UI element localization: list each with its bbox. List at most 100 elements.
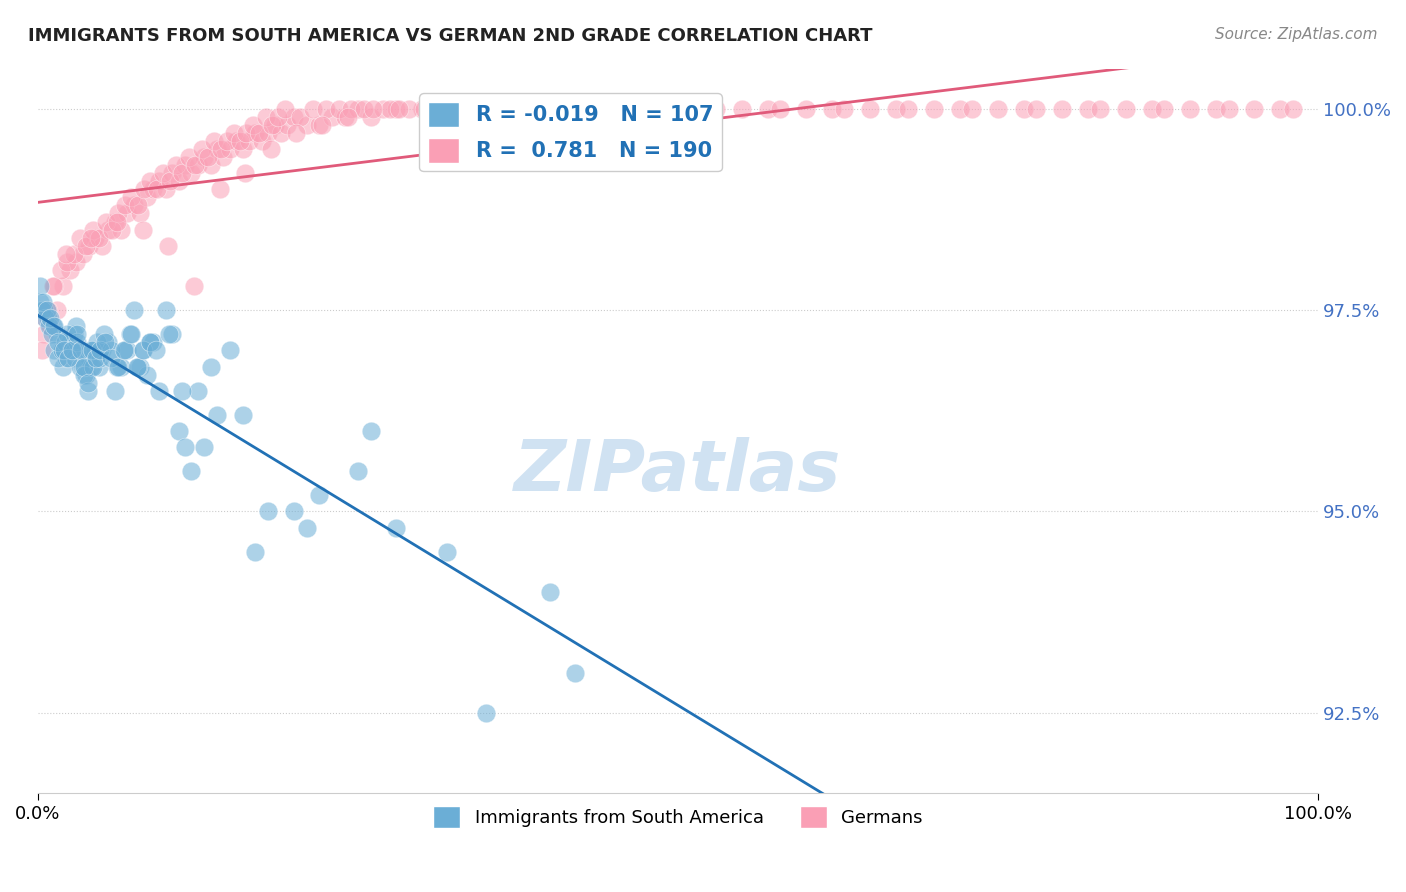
Point: [388, 102, 411, 116]
Point: [122, 303, 145, 318]
Point: [820, 102, 842, 116]
Point: [37, 311, 59, 326]
Point: [270, 126, 292, 140]
Point: [76, 384, 98, 398]
Point: [254, 110, 277, 124]
Point: [704, 102, 727, 116]
Point: [1281, 102, 1303, 116]
Point: [46, 335, 69, 350]
Point: [170, 384, 193, 398]
Point: [44, 343, 66, 358]
Point: [94, 214, 117, 228]
Point: [84, 343, 107, 358]
Point: [538, 585, 561, 599]
Point: [187, 384, 209, 398]
Point: [205, 408, 228, 422]
Point: [89, 343, 111, 358]
Point: [139, 174, 162, 188]
Point: [142, 335, 165, 350]
Point: [100, 343, 122, 358]
Point: [475, 102, 498, 116]
Point: [1205, 102, 1227, 116]
Point: [75, 368, 97, 382]
Point: [217, 134, 239, 148]
Point: [233, 166, 256, 180]
Point: [184, 158, 207, 172]
Point: [80, 359, 103, 374]
Point: [122, 198, 145, 212]
Point: [794, 102, 817, 116]
Point: [103, 384, 125, 398]
Point: [53, 335, 76, 350]
Point: [172, 166, 194, 180]
Point: [75, 238, 97, 252]
Point: [859, 102, 882, 116]
Point: [692, 102, 714, 116]
Point: [333, 110, 356, 124]
Point: [180, 166, 202, 180]
Point: [59, 263, 82, 277]
Point: [962, 102, 984, 116]
Point: [222, 126, 245, 140]
Point: [1178, 102, 1201, 116]
Point: [131, 222, 153, 236]
Point: [132, 182, 155, 196]
Point: [37, 303, 59, 318]
Point: [295, 520, 318, 534]
Point: [328, 102, 350, 116]
Point: [378, 102, 401, 116]
Point: [148, 174, 170, 188]
Point: [155, 182, 177, 196]
Point: [90, 343, 112, 358]
Point: [321, 110, 343, 124]
Point: [89, 359, 111, 374]
Point: [461, 102, 484, 116]
Point: [160, 327, 183, 342]
Point: [94, 335, 117, 350]
Point: [42, 319, 65, 334]
Point: [132, 343, 155, 358]
Point: [90, 238, 112, 252]
Point: [62, 246, 84, 260]
Point: [55, 246, 77, 260]
Point: [260, 118, 283, 132]
Point: [564, 102, 586, 116]
Point: [69, 230, 91, 244]
Point: [1268, 102, 1291, 116]
Point: [135, 368, 157, 382]
Point: [1077, 102, 1099, 116]
Point: [1140, 102, 1163, 116]
Point: [42, 319, 65, 334]
Point: [86, 335, 108, 350]
Point: [449, 102, 471, 116]
Point: [84, 230, 107, 244]
Point: [257, 126, 280, 140]
Point: [576, 102, 599, 116]
Point: [41, 327, 63, 342]
Point: [117, 206, 139, 220]
Text: ZIPatlas: ZIPatlas: [515, 437, 842, 506]
Point: [142, 182, 165, 196]
Point: [59, 343, 82, 358]
Point: [346, 102, 368, 116]
Point: [157, 327, 180, 342]
Point: [1090, 102, 1112, 116]
Point: [769, 102, 792, 116]
Point: [80, 230, 103, 244]
Point: [302, 102, 325, 116]
Point: [423, 102, 446, 116]
Point: [488, 102, 510, 116]
Point: [260, 142, 283, 156]
Point: [603, 102, 626, 116]
Point: [49, 263, 72, 277]
Point: [922, 102, 945, 116]
Point: [135, 190, 157, 204]
Point: [146, 182, 169, 196]
Point: [138, 335, 160, 350]
Point: [32, 303, 55, 318]
Point: [283, 504, 305, 518]
Point: [66, 335, 89, 350]
Point: [79, 343, 101, 358]
Point: [1243, 102, 1265, 116]
Point: [202, 134, 225, 148]
